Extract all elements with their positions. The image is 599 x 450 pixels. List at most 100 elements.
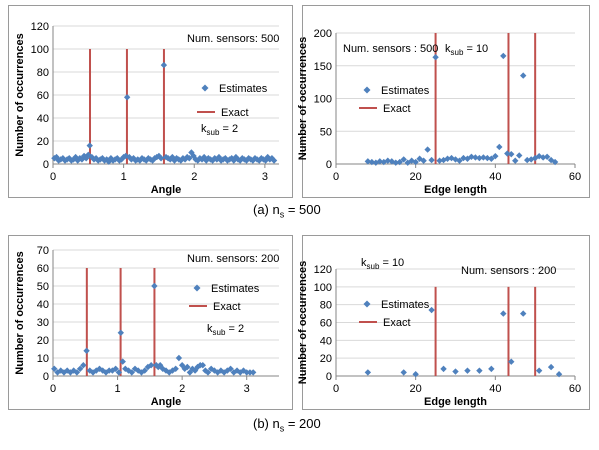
x-axis-title: Angle <box>151 184 182 196</box>
estimate-point <box>520 310 527 317</box>
estimate-point <box>492 152 499 160</box>
y-tick-label: 50 <box>37 281 49 293</box>
estimate-point <box>205 155 212 162</box>
y-tick-label: 70 <box>37 245 49 257</box>
sensors-annotation: Num. sensors: 200 <box>187 253 279 265</box>
y-tick-label: 120 <box>314 264 332 276</box>
estimate-point <box>73 369 81 376</box>
estimate-point <box>440 365 447 373</box>
legend-exact-label: Exact <box>213 301 241 313</box>
estimate-point <box>228 155 235 162</box>
estimate-point <box>258 155 265 162</box>
estimate-point <box>173 155 180 162</box>
estimate-point <box>186 155 193 162</box>
x-tick-label: 1 <box>115 383 121 395</box>
chart-a-angle-frame: 0 20 40 60 80 100 120 0 1 2 3 Angle Number of occurr… <box>8 5 293 198</box>
legend-exact-label: Exact <box>221 107 249 119</box>
y-tick-label: 100 <box>314 282 332 294</box>
estimate-point <box>520 72 527 79</box>
estimate-point <box>424 146 431 153</box>
estimate-point <box>496 143 503 151</box>
estimate-point <box>151 282 158 290</box>
y-tick-label: 20 <box>37 335 49 347</box>
x-tick-label: 20 <box>410 383 422 395</box>
estimate-point <box>508 358 515 365</box>
estimate-point <box>460 154 467 162</box>
estimate-point <box>246 369 254 376</box>
estimate-point <box>119 358 126 365</box>
estimate-point <box>82 155 90 162</box>
x-tick-label: 0 <box>333 171 339 183</box>
estimate-point <box>500 310 507 317</box>
legend-estimates-label: Estimates <box>381 85 430 97</box>
x-tick-label: 2 <box>191 171 197 183</box>
estimate-point <box>160 61 168 69</box>
legend-estimates-marker <box>201 84 209 92</box>
k-sub-annotation: ksub = 2 <box>201 123 238 137</box>
y-tick-label: 80 <box>320 300 332 312</box>
caption-b: (b) ns = 200 <box>253 416 321 434</box>
x-axis-title: Edge length <box>424 184 487 196</box>
estimate-point <box>80 362 87 369</box>
estimate-point <box>196 155 204 162</box>
x-tick-label: 1 <box>121 171 127 183</box>
caption-a-suffix: = 500 <box>284 202 321 217</box>
estimate-point <box>164 155 172 162</box>
estimate-point <box>184 363 191 371</box>
estimate-point <box>117 329 124 336</box>
estimate-point <box>199 362 207 369</box>
y-tick-label: 60 <box>37 263 49 275</box>
caption-a-prefix: (a) n <box>253 202 280 217</box>
estimate-point <box>420 157 427 164</box>
x-tick-label: 0 <box>50 171 56 183</box>
estimate-point <box>416 155 423 162</box>
estimate-point <box>476 154 483 162</box>
chart-b-angle-plot: 0 10 20 30 40 50 60 70 0 1 2 3 Angle Number of occurr… <box>14 245 279 408</box>
y-tick-label: 10 <box>37 353 49 365</box>
estimate-point <box>76 155 84 162</box>
y-tick-label: 150 <box>314 61 332 73</box>
estimate-point <box>268 155 276 162</box>
estimate-point <box>130 155 137 162</box>
estimate-point <box>400 369 407 376</box>
x-axis-title: Edge length <box>424 396 487 408</box>
estimate-point <box>204 369 212 376</box>
estimate-point <box>384 157 391 164</box>
estimate-point <box>547 363 555 371</box>
caption-b-prefix: (b) n <box>253 416 280 431</box>
y-tick-label: 60 <box>320 318 332 330</box>
legend-exact-label: Exact <box>383 317 411 329</box>
legend-estimates-label: Estimates <box>219 83 268 95</box>
estimate-point <box>412 158 419 166</box>
estimate-point <box>468 153 475 160</box>
x-tick-label: 60 <box>569 171 581 183</box>
y-tick-label: 40 <box>320 335 332 347</box>
x-tick-label: 40 <box>489 383 501 395</box>
caption-a-sub: s <box>279 209 285 220</box>
estimate-point <box>172 365 179 372</box>
y-axis-title: Number of occurrences <box>297 261 309 384</box>
estimate-point <box>543 153 551 160</box>
estimate-point <box>99 155 106 162</box>
chart-b-angle-frame: 0 10 20 30 40 50 60 70 0 1 2 3 Angle Number of occurr… <box>8 235 293 410</box>
legend-exact-label: Exact <box>383 103 411 115</box>
estimate-point <box>472 154 479 161</box>
x-tick-label: 60 <box>569 383 581 395</box>
y-tick-label: 0 <box>43 159 49 171</box>
y-tick-label: 0 <box>43 371 49 383</box>
estimate-point <box>396 158 403 166</box>
estimate-point <box>484 154 491 162</box>
x-tick-label: 2 <box>179 383 185 395</box>
x-tick-label: 20 <box>410 171 422 183</box>
estimate-point <box>516 152 523 159</box>
estimate-point <box>488 155 495 162</box>
estimate-point <box>112 365 119 372</box>
estimate-point <box>535 367 543 374</box>
chart-a-edge-frame: 0 50 100 150 200 0 20 40 60 Edge length Number of … <box>297 5 590 198</box>
caption-b-suffix: = 200 <box>284 416 321 431</box>
estimate-point <box>86 142 93 149</box>
k-sub-annotation: ksub = 10 <box>361 257 404 271</box>
y-tick-label: 40 <box>37 299 49 311</box>
y-tick-label: 60 <box>37 90 49 102</box>
y-tick-label: 0 <box>326 371 332 383</box>
